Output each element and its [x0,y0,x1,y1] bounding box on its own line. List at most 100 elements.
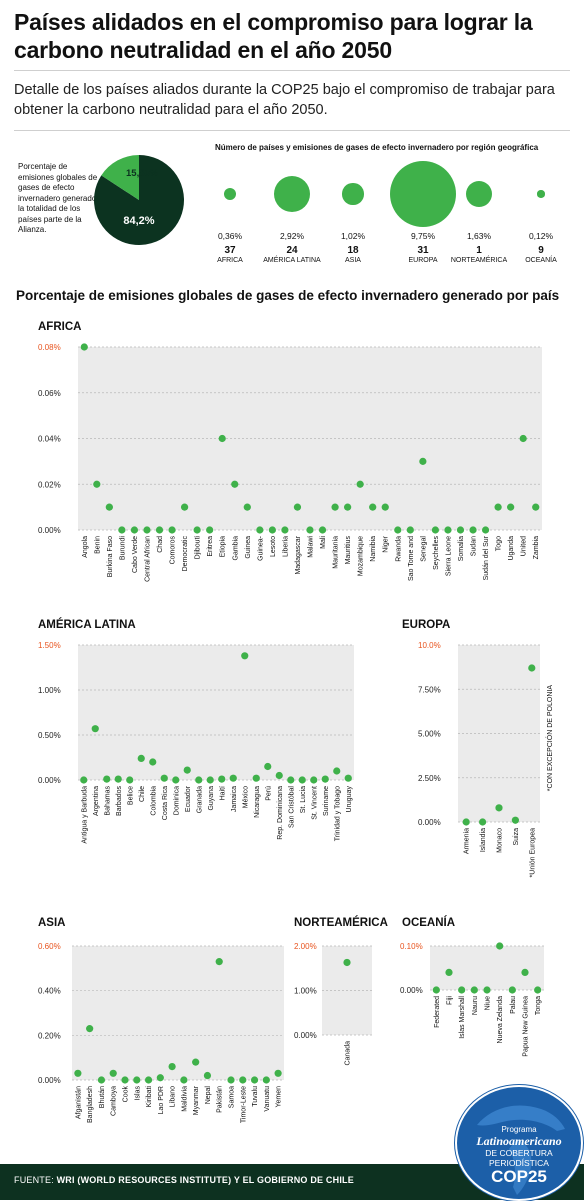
region-name: NORTEAMÉRICA [450,257,508,264]
x-tick-label: Dominica [173,786,180,815]
title-divider [14,70,570,71]
y-tick-label: 1.50% [38,641,61,650]
x-tick-label: Papua New Guinea [523,996,530,1057]
data-point [109,1069,117,1077]
data-point [456,526,465,534]
x-tick-label: Zambia [533,536,540,559]
x-tick-label: Islandia [480,828,487,852]
region-bubble [537,190,545,198]
region-pct: 9,75% [410,231,436,241]
data-point [144,1076,153,1084]
x-tick-label: Burkina Faso [107,536,114,577]
x-tick-label: Mauritius [345,536,352,565]
oceania-plot-area [430,946,544,990]
country-charts: AFRICA 0.00% 0.02% 0.04% 0.06% 0.08% Angola Ben… [38,321,554,1123]
y-tick-label: 0.10% [400,942,423,951]
europa-chart: EUROPA 0.00% 2.50% 5.00% 7.50% 10.0% Armenia Is… [402,619,554,877]
x-tick-label: Rep. Dominicana [277,786,284,840]
data-point [419,457,427,465]
y-tick-label: 0.00% [294,1031,317,1040]
region-3: 9,75% 31 EUROPA [388,160,458,265]
region-name: AFRICA [217,257,243,264]
data-point [481,526,490,534]
x-tick-label: Guyana [208,786,215,811]
data-point [369,503,377,511]
x-tick-label: Sudan [471,536,478,556]
data-point [137,754,145,763]
asia-chart: ASIA 0.00% 0.20% 0.40% 0.60% Afganistán Bangla… [38,917,284,1123]
data-point [275,771,283,780]
x-tick-label: Armenia [464,828,471,854]
data-point [172,776,180,784]
region-bubble [273,175,311,213]
x-tick-label: Perú [265,786,272,801]
data-point [203,1071,212,1080]
data-point [215,958,223,966]
x-tick-label: Palau [510,996,517,1014]
data-point [495,804,503,812]
x-tick-label: Argentina [93,786,100,816]
data-point [156,1074,164,1082]
badge-line-1: Programa [501,1125,537,1134]
x-tick-label: Chile [139,786,146,802]
data-point [252,774,260,782]
region-pct: 0,12% [528,231,554,241]
region-bubble [342,183,364,205]
x-tick-label: Gambia [232,536,239,561]
x-tick-label: Bangladesh [87,1086,94,1123]
x-tick-label: Malawi [308,536,315,558]
x-tick-label: Nepal [205,1086,212,1105]
x-tick-label: Trinidad y Tobago [334,786,341,841]
x-tick-label: Tuvalu [252,1086,259,1107]
data-point [444,526,452,534]
source-line: FUENTE: WRI (WORLD RESOURCES INSTITUTE) … [14,1175,354,1185]
x-tick-label: Suriname [323,786,330,816]
x-tick-label: St. Vincent [311,786,318,820]
data-point [180,1076,188,1084]
x-tick-label: San Cristóbal [288,786,295,828]
x-tick-label: Lao PDR [158,1086,165,1114]
x-tick-label: Uruguay [346,786,353,813]
x-tick-label: Fiji [447,996,454,1005]
data-point [243,503,251,511]
x-tick-label: *Unión Europea [529,828,536,878]
x-tick-label: Antigua y Barbuda [81,786,88,844]
x-tick-label: Timor-Leste [240,1086,247,1123]
africa-title: AFRICA [38,321,81,333]
oceania-chart: OCEANÍA 0.00% 0.10% Federated Fiji Islas Mars… [400,916,544,1057]
x-tick-label: Namibia [370,536,377,562]
data-point [331,503,339,511]
region-4: 1,63% 1 NORTEAMÉRICA [444,160,514,265]
x-tick-label: Monaco [497,828,504,853]
data-point [469,526,477,534]
y-tick-label: 0.60% [38,942,61,951]
x-tick-label: Guinea [245,536,252,559]
data-point [344,774,352,782]
x-tick-label: Nicaragua [254,786,261,818]
x-tick-label: United [521,536,528,556]
data-point [183,766,191,774]
x-tick-label: Maldivia [181,1086,188,1112]
asia-title: ASIA [38,917,65,929]
data-point [264,762,272,771]
x-tick-label: Yemen [276,1086,283,1108]
data-point [149,758,157,766]
x-tick-label: Suiza [513,828,520,846]
x-tick-label: Pakistán [217,1086,224,1113]
latam-plot-area [78,645,354,780]
x-tick-label: Mali [320,536,327,549]
data-point [432,986,440,994]
y-tick-label: 0.00% [38,526,61,535]
data-point [496,942,504,950]
x-tick-label: Costa Rica [162,786,169,820]
pie-big-label: 84,2% [123,215,154,227]
data-point [206,776,214,784]
alliance-share-pie: Porcentaje de emisiones globales de gase… [14,150,204,250]
data-point [287,776,295,784]
y-tick-label: 0.06% [38,389,61,398]
region-5: 0,12% 9 OCEANÍA [506,160,576,265]
x-tick-label: México [242,786,249,808]
data-point [344,503,352,511]
latam-chart: AMÉRICA LATINA 0.00% 0.50% 1.00% 1.50% Antigu… [38,618,354,844]
x-tick-label: Afganistán [75,1086,82,1119]
